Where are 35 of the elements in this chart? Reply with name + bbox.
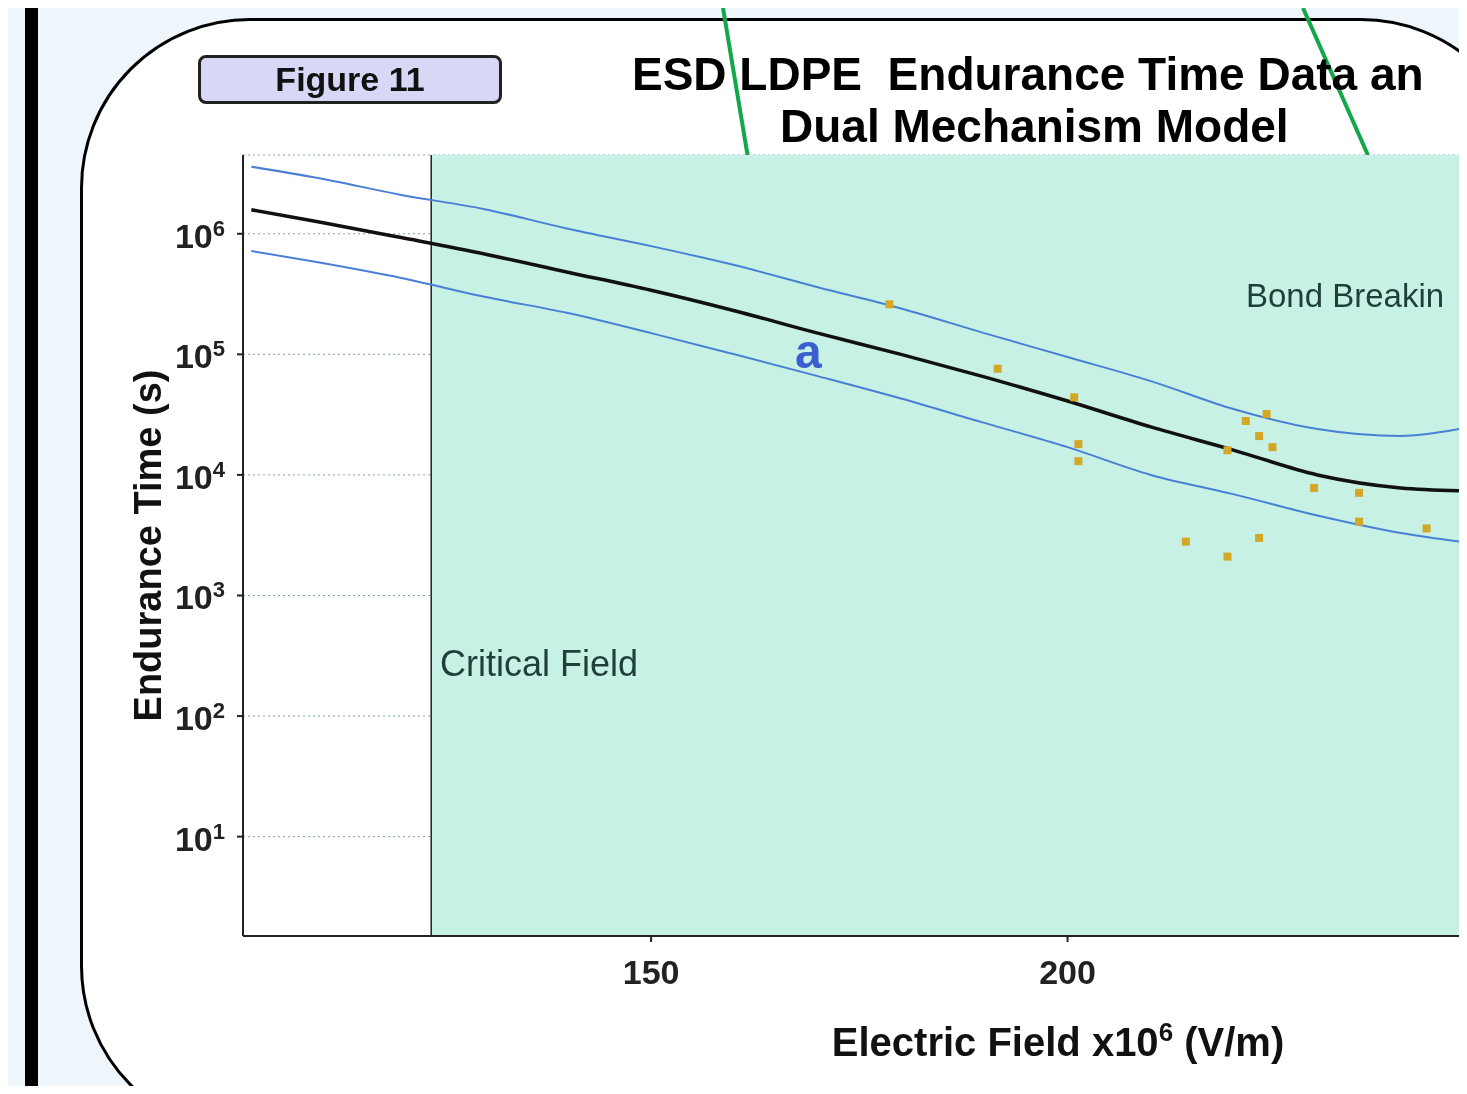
point xyxy=(1074,457,1083,466)
y-tick-label: 10$^{5}$ xyxy=(174,335,225,376)
line-series xyxy=(250,249,1459,543)
y-tick-label: 10$^{1}$ xyxy=(174,818,225,858)
point xyxy=(1255,533,1264,542)
x-tick-label: 150 xyxy=(622,953,680,991)
y-tick-label: 10$^{2}$ xyxy=(174,697,225,738)
point xyxy=(1310,483,1319,492)
point xyxy=(1070,393,1079,402)
point xyxy=(1355,488,1364,497)
point xyxy=(1255,432,1264,441)
point xyxy=(1422,524,1431,533)
point xyxy=(1262,410,1271,419)
point xyxy=(993,364,1002,373)
chart-subtitle: Dual Mechanism Model xyxy=(780,99,1289,154)
y-tick-label: 10$^{3}$ xyxy=(174,577,225,617)
y-axis-title: Endurance Time (s) xyxy=(127,369,169,722)
line-series xyxy=(250,165,1459,438)
y-tick-label: 10$^{4}$ xyxy=(174,456,226,496)
annotation: Critical Field xyxy=(440,643,639,684)
point xyxy=(1181,537,1190,546)
x-tick-label: 200 xyxy=(1039,953,1096,991)
annotation: a xyxy=(795,325,822,379)
point xyxy=(885,300,894,309)
y-tick-label: 10$^{6}$ xyxy=(174,215,225,255)
point xyxy=(1268,443,1277,452)
point xyxy=(1223,446,1232,455)
line-series xyxy=(249,208,1459,493)
annotation: Bond Breakin xyxy=(1246,277,1445,315)
point xyxy=(1355,517,1364,526)
x-axis-title: Electric Field x10$^{6}$ (V/m) xyxy=(831,1017,1285,1064)
caption: Figure 11 xyxy=(198,55,502,104)
point xyxy=(1223,552,1232,561)
point xyxy=(1241,417,1250,425)
point xyxy=(1074,440,1083,449)
